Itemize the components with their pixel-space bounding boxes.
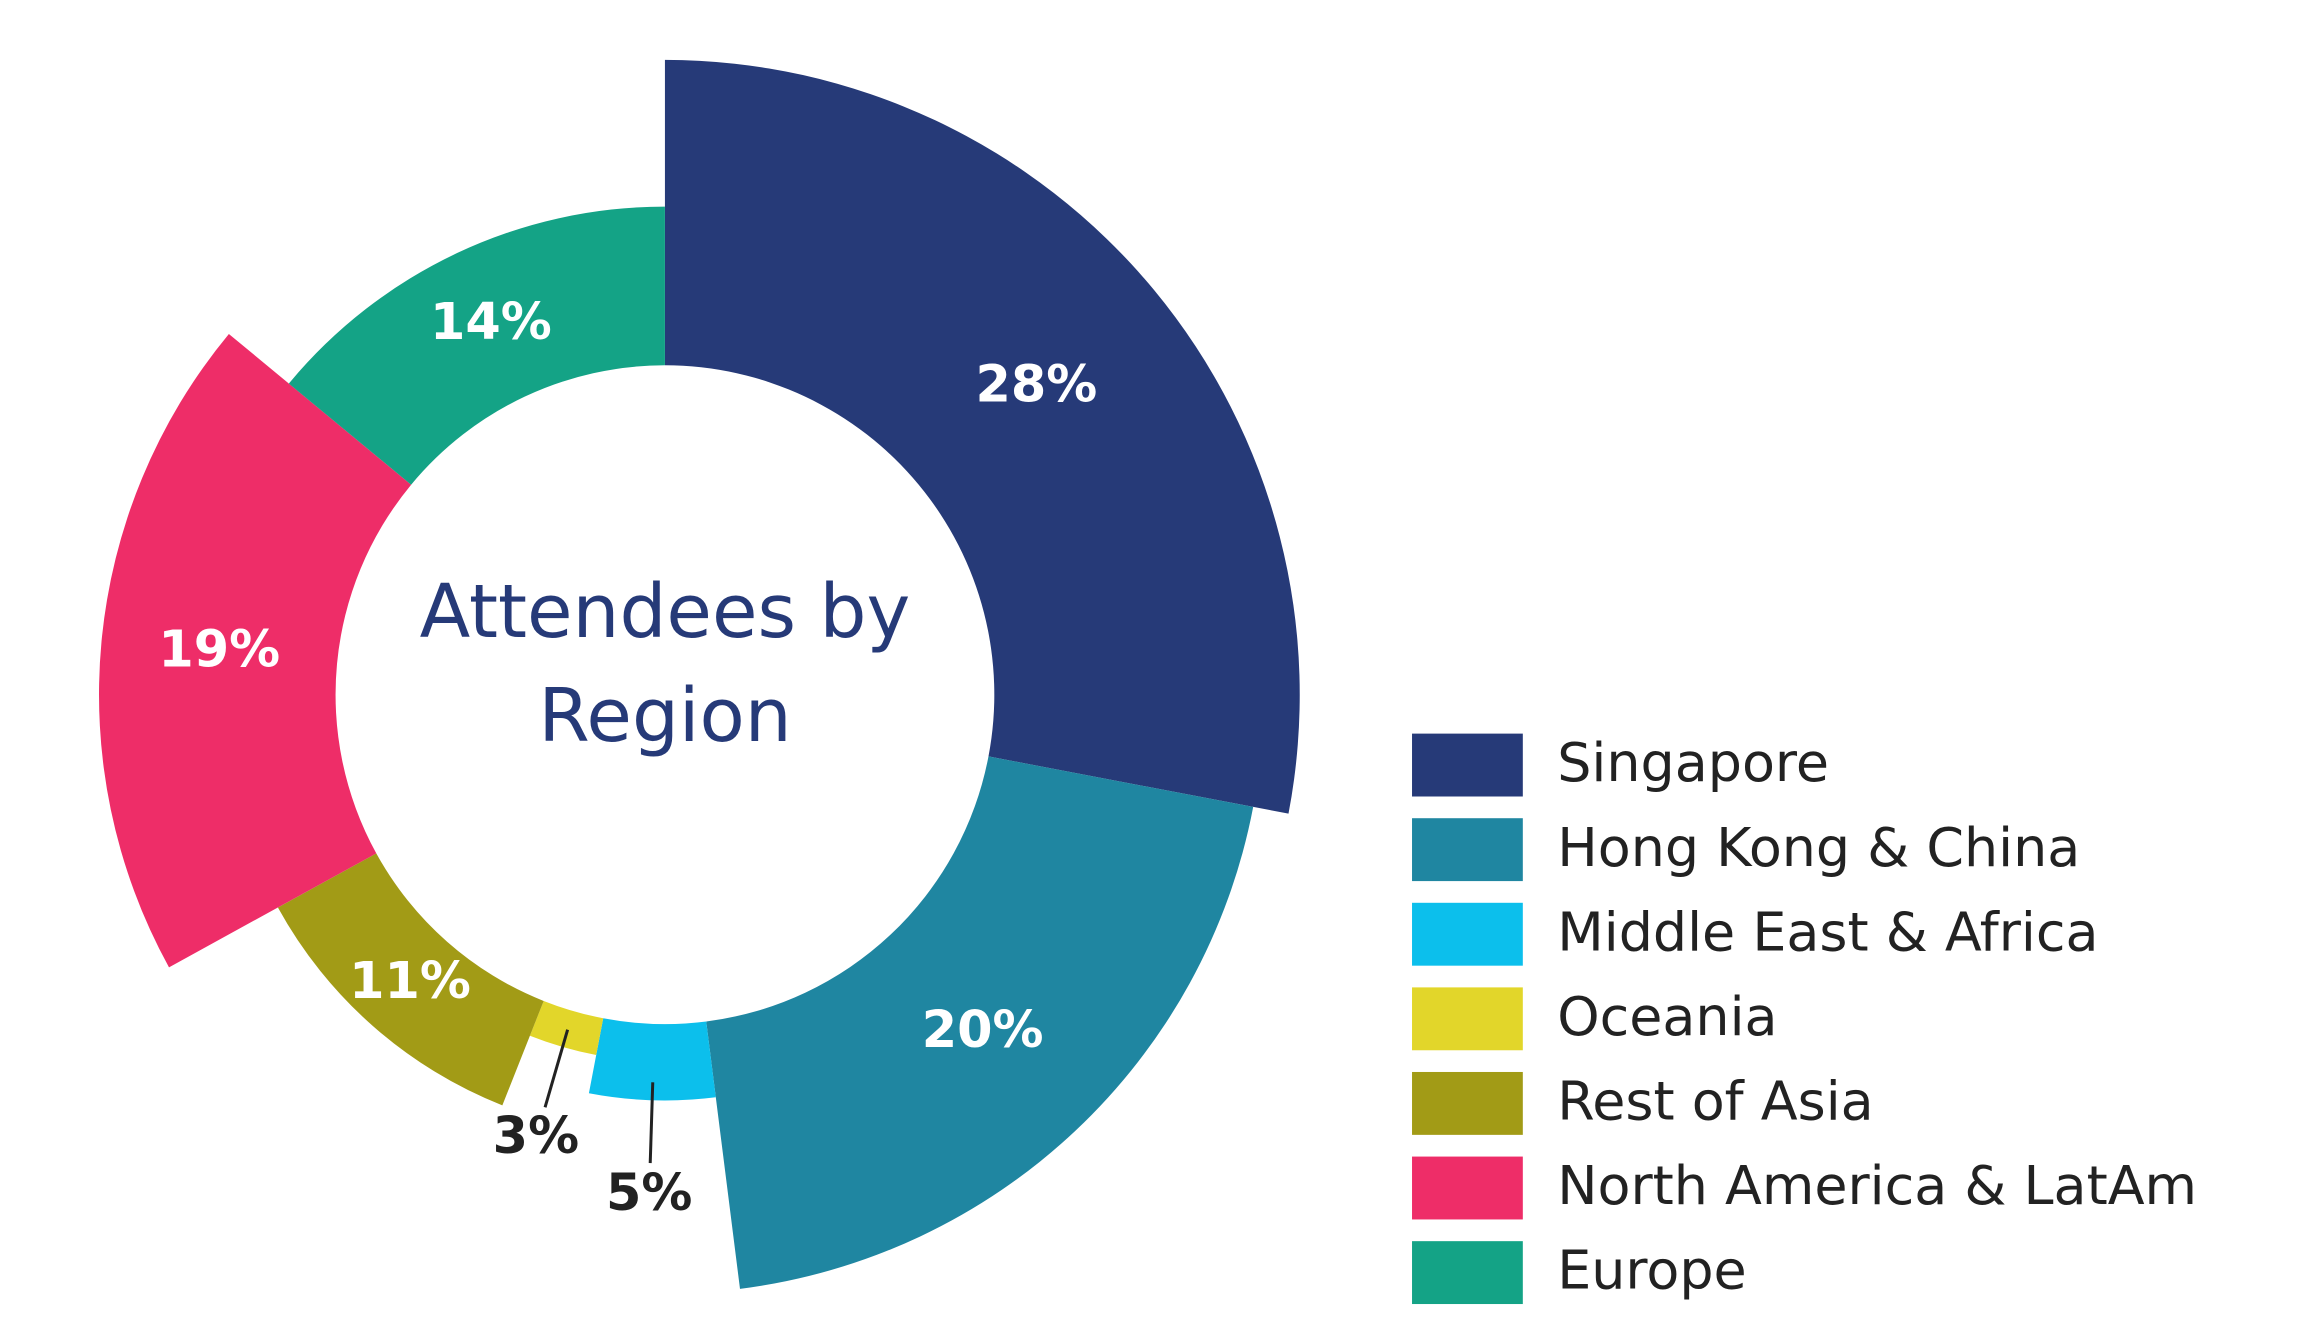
data-label: 20% [922, 1001, 1044, 1060]
chart-title: Attendees by Region [419, 569, 911, 759]
data-label: 28% [975, 355, 1097, 414]
legend-swatch [1412, 902, 1523, 966]
leader-line [543, 1029, 570, 1108]
data-label: 19% [158, 621, 280, 680]
legend-label: Singapore [1557, 731, 1829, 794]
leader-line [648, 1082, 655, 1164]
data-label: 14% [430, 293, 552, 352]
data-label: 3% [493, 1107, 579, 1166]
legend-label: North America & LatAm [1557, 1154, 2197, 1217]
legend-swatch [1412, 987, 1523, 1051]
pie-slice [99, 333, 412, 968]
pie: 28% 20% 5% 3% 11% 19% 14% [99, 59, 1300, 1289]
legend-swatch [1412, 733, 1523, 797]
legend: Singapore Hong Kong & China Middle East & … [1412, 731, 2197, 1305]
pie-slice [706, 756, 1254, 1289]
legend-swatch [1412, 1156, 1523, 1220]
pie-slice [529, 1000, 604, 1055]
legend-label: Oceania [1557, 985, 1777, 1048]
data-label: 11% [349, 952, 471, 1011]
legend-label: Rest of Asia [1557, 1070, 1873, 1133]
legend-label: Middle East & Africa [1557, 900, 2098, 963]
legend-swatch [1412, 1241, 1523, 1305]
pie-slice [588, 1018, 716, 1101]
data-label: 5% [606, 1164, 692, 1223]
legend-label: Hong Kong & China [1557, 816, 2080, 879]
legend-swatch [1412, 818, 1523, 882]
legend-swatch [1412, 1071, 1523, 1135]
pie-slice [664, 59, 1300, 814]
pie-slice [288, 206, 665, 485]
legend-label: Europe [1557, 1239, 1746, 1302]
pie-slice [277, 853, 544, 1106]
